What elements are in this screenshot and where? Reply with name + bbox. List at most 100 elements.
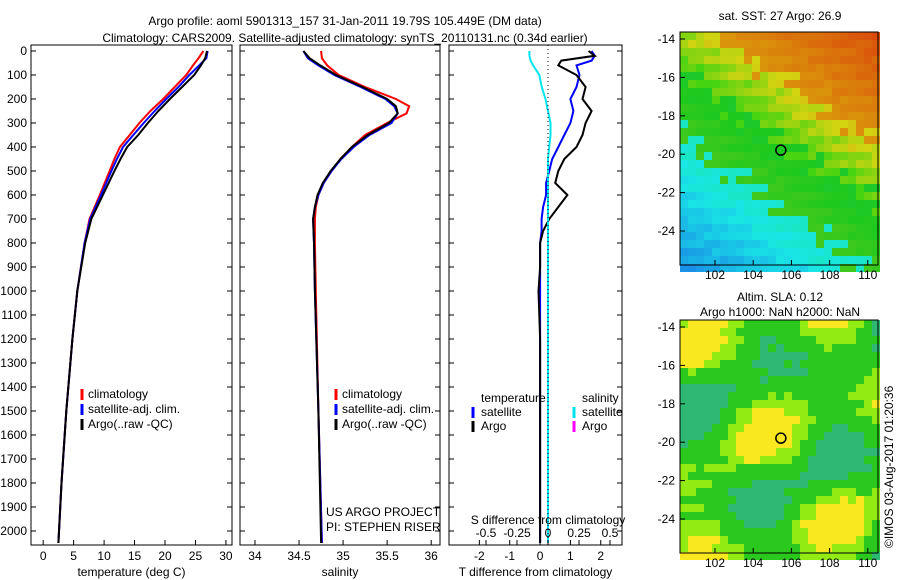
heatmap-cell: [792, 136, 800, 144]
heatmap-cell: [808, 392, 816, 400]
heatmap-cell: [736, 152, 744, 160]
heatmap-cell: [808, 120, 816, 128]
x-axis-label: salinity: [322, 565, 359, 579]
heatmap-cell: [736, 424, 744, 432]
heatmap-cell: [856, 200, 864, 208]
heatmap-cell: [848, 48, 856, 56]
heatmap-cell: [832, 120, 840, 128]
heatmap-cell: [824, 472, 832, 480]
heatmap-cell: [768, 96, 776, 104]
heatmap-cell: [680, 512, 688, 520]
heatmap-cell: [760, 248, 768, 256]
heatmap-cell: [768, 320, 776, 328]
heatmap-cell: [752, 528, 760, 536]
map-sst-heatmap: [680, 32, 880, 272]
heatmap-cell: [744, 40, 752, 48]
heatmap-cell: [776, 512, 784, 520]
heatmap-cell: [728, 320, 736, 328]
map-y-tick-label: -16: [658, 358, 676, 372]
heatmap-cell: [752, 344, 760, 352]
heatmap-cell: [832, 408, 840, 416]
heatmap-cell: [688, 544, 696, 552]
heatmap-cell: [840, 192, 848, 200]
heatmap-cell: [680, 344, 688, 352]
heatmap-cell: [824, 232, 832, 240]
heatmap-cell: [680, 472, 688, 480]
heatmap-cell: [760, 72, 768, 80]
heatmap-cell: [872, 400, 880, 408]
heatmap-cell: [712, 208, 720, 216]
heatmap-cell: [872, 224, 880, 232]
heatmap-cell: [696, 520, 704, 528]
heatmap-cell: [776, 96, 784, 104]
heatmap-cell: [864, 224, 872, 232]
heatmap-cell: [824, 56, 832, 64]
heatmap-cell: [680, 416, 688, 424]
heatmap-cell: [688, 320, 696, 328]
heatmap-cell: [720, 416, 728, 424]
heatmap-cell: [768, 456, 776, 464]
heatmap-cell: [688, 208, 696, 216]
heatmap-cell: [808, 144, 816, 152]
heatmap-cell: [808, 208, 816, 216]
heatmap-cell: [752, 160, 760, 168]
heatmap-cell: [848, 192, 856, 200]
heatmap-cell: [872, 136, 880, 144]
heatmap-cell: [736, 448, 744, 456]
heatmap-cell: [808, 184, 816, 192]
heatmap-cell: [744, 520, 752, 528]
heatmap-cell: [712, 400, 720, 408]
heatmap-cell: [712, 440, 720, 448]
heatmap-cell: [744, 416, 752, 424]
heatmap-cell: [808, 528, 816, 536]
heatmap-cell: [840, 344, 848, 352]
heatmap-cell: [800, 200, 808, 208]
heatmap-cell: [752, 240, 760, 248]
heatmap-cell: [744, 72, 752, 80]
heatmap-cell: [720, 352, 728, 360]
heatmap-cell: [832, 160, 840, 168]
heatmap-cell: [696, 256, 704, 264]
heatmap-cell: [696, 376, 704, 384]
heatmap-cell: [824, 448, 832, 456]
heatmap-cell: [744, 96, 752, 104]
heatmap-cell: [872, 504, 880, 512]
heatmap-cell: [680, 104, 688, 112]
heatmap-cell: [864, 352, 872, 360]
heatmap-cell: [824, 144, 832, 152]
legend-label: Argo: [481, 419, 507, 433]
heatmap-cell: [856, 464, 864, 472]
heatmap-cell: [784, 152, 792, 160]
heatmap-cell: [864, 240, 872, 248]
y-tick-label: 700: [7, 212, 27, 226]
heatmap-cell: [800, 152, 808, 160]
heatmap-cell: [784, 136, 792, 144]
heatmap-cell: [752, 456, 760, 464]
heatmap-cell: [752, 512, 760, 520]
heatmap-cell: [728, 176, 736, 184]
heatmap-cell: [784, 208, 792, 216]
heatmap-cell: [712, 360, 720, 368]
heatmap-cell: [840, 520, 848, 528]
x-tick-label: 34.5: [287, 549, 311, 563]
heatmap-cell: [816, 360, 824, 368]
heatmap-cell: [736, 336, 744, 344]
heatmap-cell: [688, 424, 696, 432]
heatmap-cell: [792, 456, 800, 464]
heatmap-cell: [784, 480, 792, 488]
heatmap-cell: [792, 240, 800, 248]
heatmap-cell: [696, 136, 704, 144]
heatmap-cell: [776, 40, 784, 48]
heatmap-cell: [696, 80, 704, 88]
heatmap-cell: [680, 448, 688, 456]
heatmap-cell: [840, 248, 848, 256]
heatmap-cell: [704, 520, 712, 528]
y-tick-label: 1400: [0, 380, 27, 394]
heatmap-cell: [792, 232, 800, 240]
heatmap-cell: [704, 112, 712, 120]
heatmap-cell: [728, 328, 736, 336]
heatmap-cell: [784, 384, 792, 392]
heatmap-cell: [872, 144, 880, 152]
heatmap-cell: [760, 320, 768, 328]
heatmap-cell: [688, 376, 696, 384]
